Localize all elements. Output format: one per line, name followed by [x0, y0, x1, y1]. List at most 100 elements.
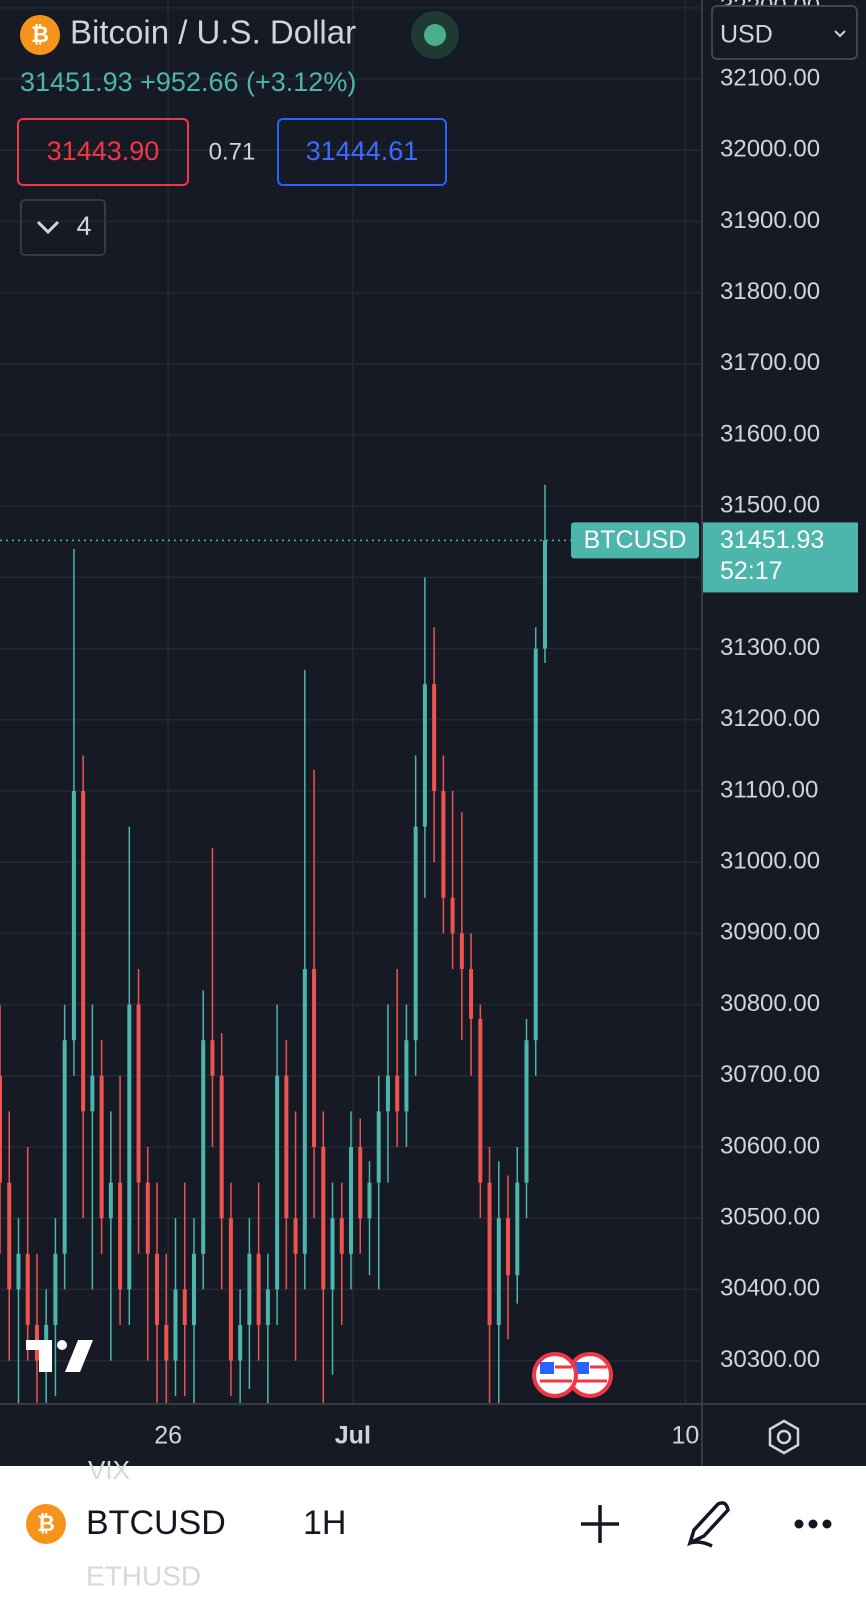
candle-body [367, 1182, 372, 1219]
more-icon[interactable] [808, 1519, 818, 1529]
y-tick-label: 31300.00 [720, 634, 820, 661]
bid-price[interactable]: 31443.90 [47, 136, 160, 166]
candle-body [256, 1253, 261, 1325]
draw-icon[interactable] [687, 1501, 730, 1548]
candle-body [496, 1218, 501, 1325]
event-flag[interactable] [532, 1352, 578, 1398]
coin-icon [20, 15, 60, 55]
candle-body [487, 1182, 492, 1325]
change-pct: (+3.12%) [246, 67, 356, 97]
more-icon[interactable] [822, 1519, 832, 1529]
candle-body [155, 1253, 160, 1325]
candle-body [238, 1324, 243, 1361]
candle-body [339, 1218, 344, 1254]
toolbar [0, 1466, 866, 1600]
y-tick-label: 30300.00 [720, 1346, 820, 1373]
y-tick-label: 31700.00 [720, 349, 820, 376]
candle-body [81, 790, 86, 1112]
candle-body [506, 1218, 511, 1276]
y-tick-label: 31000.00 [720, 848, 820, 875]
toolbar-symbol[interactable]: BTCUSD [86, 1504, 226, 1542]
sell-button[interactable] [17, 118, 189, 186]
y-tick-label: 30400.00 [720, 1275, 820, 1302]
flag-part [575, 1362, 589, 1374]
candle-body [99, 1075, 104, 1219]
candle-body [358, 1146, 363, 1219]
y-tick-label: 31600.00 [720, 420, 820, 447]
interval[interactable]: 1H [303, 1504, 346, 1542]
ask-price[interactable]: 31444.61 [306, 136, 419, 166]
coin-glyph: ₿ [31, 22, 49, 47]
event-icons[interactable] [532, 1352, 613, 1398]
candle-body [145, 1182, 150, 1254]
candle-body [90, 1075, 95, 1112]
candle-body [182, 1289, 187, 1325]
candle-body [469, 968, 474, 1019]
y-tick-label: 30600.00 [720, 1132, 820, 1159]
candle-body [395, 1075, 400, 1112]
candle-body [293, 1218, 298, 1254]
indicator-count[interactable]: 4 [76, 211, 91, 241]
candle-body [118, 1182, 123, 1290]
buy-button[interactable] [277, 118, 447, 186]
candle-body [164, 1324, 169, 1361]
candle-body [330, 1218, 335, 1290]
candle-body [53, 1253, 58, 1325]
currency[interactable]: USD [720, 21, 773, 49]
logo-part [57, 1340, 67, 1350]
candle-body [275, 1075, 280, 1290]
candle-body [0, 1075, 2, 1183]
chevron [36, 220, 60, 235]
candle-body [302, 968, 307, 1254]
logo-part [65, 1340, 93, 1372]
countdown: 52:17 [720, 557, 783, 585]
y-tick-label: 30700.00 [720, 1061, 820, 1088]
x-tick-label: 10 [671, 1422, 699, 1450]
candle-body [25, 1253, 30, 1325]
currency-select[interactable] [711, 5, 858, 60]
candle-body [108, 1182, 113, 1219]
header-prices: 31451.93 +952.66 (+3.12%) [20, 67, 356, 97]
settings-icon[interactable] [768, 1419, 800, 1455]
symbol-title: Bitcoin / U.S. Dollar [70, 14, 356, 51]
indicators-toggle[interactable] [20, 199, 106, 256]
candle-body [524, 1040, 529, 1183]
coin-glyph: ₿ [37, 1511, 55, 1536]
candle-body [247, 1253, 252, 1325]
y-tick-label: 31900.00 [720, 207, 820, 234]
x-tick-label: 26 [154, 1422, 182, 1450]
candle-body [16, 1253, 21, 1290]
candle-body [191, 1253, 196, 1325]
y-tick-label: 30900.00 [720, 919, 820, 946]
candle-body [515, 1182, 520, 1276]
y-tick-label: 30800.00 [720, 990, 820, 1017]
last-price: 31451.93 [20, 67, 133, 97]
symbol-tag-label: BTCUSD [584, 526, 687, 554]
toolbar-icons[interactable] [581, 1501, 730, 1548]
watchlist-ghost: VIX [88, 1455, 130, 1485]
candle-body [136, 1004, 141, 1183]
candle-body [321, 1146, 326, 1290]
symbol-tag [571, 522, 699, 559]
price-tag-value: 31451.93 [720, 526, 824, 554]
candle-body [62, 1040, 67, 1254]
y-tick-label: 31200.00 [720, 705, 820, 732]
gear[interactable] [768, 1419, 800, 1455]
candle-body [173, 1289, 178, 1361]
candle-body [71, 790, 76, 1041]
candle-body [432, 684, 437, 791]
candle-body [422, 684, 427, 827]
candle-body [478, 1018, 483, 1183]
y-tick-label: 31500.00 [720, 492, 820, 519]
more-icon[interactable] [794, 1519, 804, 1529]
candle-body [385, 1075, 390, 1112]
market-status [424, 24, 446, 46]
logo-part [39, 1340, 52, 1372]
candle-body [265, 1289, 270, 1325]
candle-body [441, 790, 446, 898]
candle-body [459, 933, 464, 969]
flag-part [540, 1362, 554, 1374]
candle-body [219, 1075, 224, 1219]
y-tick-label: 32100.00 [720, 64, 820, 91]
